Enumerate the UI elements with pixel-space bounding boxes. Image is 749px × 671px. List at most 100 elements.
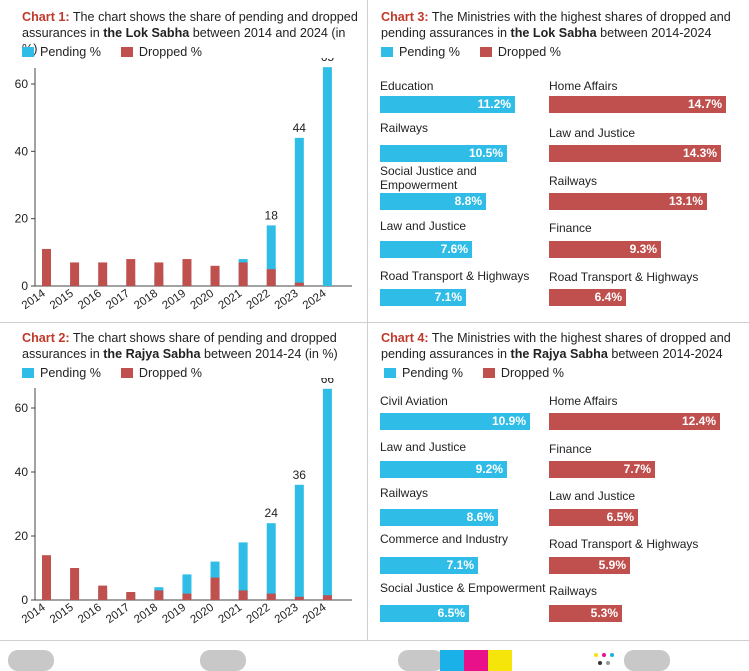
- x-tick-label: 2020: [188, 602, 216, 627]
- pending-bar: 11.2%: [380, 96, 515, 113]
- color-bar: [440, 650, 512, 671]
- x-tick-label: 2017: [104, 288, 132, 313]
- chart2-caption: Chart 2: The chart shows share of pendin…: [22, 331, 338, 361]
- x-tick-label: 2019: [160, 288, 188, 313]
- bar-dropped-2024: [322, 595, 332, 600]
- y-tick-label: 20: [15, 212, 29, 226]
- x-tick-label: 2017: [104, 602, 132, 627]
- legend-dropped-label: Dropped %: [500, 366, 564, 380]
- x-tick-label: 2019: [160, 602, 188, 627]
- data-label-2024: 65: [321, 58, 335, 64]
- bar-dropped-2018: [154, 590, 164, 600]
- bar-dropped-2016: [98, 262, 108, 286]
- bar-dropped-2019: [182, 259, 192, 286]
- data-label-2024: 66: [321, 378, 335, 386]
- pending-ministry-label: Law and Justice: [380, 440, 467, 454]
- x-tick-label: 2024: [301, 287, 329, 312]
- pending-ministry-label: Education: [380, 79, 434, 93]
- y-tick-label: 0: [21, 279, 28, 293]
- dropped-bar: 14.3%: [549, 145, 721, 162]
- pending-bar: 7.1%: [380, 289, 466, 306]
- dropped-ministry-label: Railways: [549, 174, 598, 188]
- dropped-bar: 13.1%: [549, 193, 707, 210]
- dropped-bar: 5.9%: [549, 557, 630, 574]
- pending-bar: 8.6%: [380, 509, 498, 526]
- chart3-legend: Pending % Dropped %: [381, 45, 561, 59]
- x-tick-label: 2016: [76, 288, 104, 313]
- registration-dots: [592, 652, 618, 668]
- chart1-legend: Pending % Dropped %: [22, 45, 202, 59]
- bar-pending-2023: [294, 484, 304, 600]
- legend-pending-label: Pending %: [40, 45, 101, 59]
- chart1-caption: Chart 1: The chart shows the share of pe…: [22, 10, 358, 56]
- dropped-ministry-label: Road Transport & Highways: [549, 537, 699, 551]
- dropped-ministry-label: Home Affairs: [549, 79, 618, 93]
- dropped-bar: 14.7%: [549, 96, 726, 113]
- bar-dropped-2023: [294, 596, 304, 600]
- pending-bar: 9.2%: [380, 461, 507, 478]
- x-tick-label: 2024: [301, 601, 329, 626]
- dropped-ministry-label: Finance: [549, 442, 592, 456]
- pending-ministry-label: Commerce and Industry: [380, 532, 509, 546]
- dropped-bar: 6.4%: [549, 289, 626, 306]
- legend-pending-swatch: [384, 368, 396, 378]
- pending-bar: 10.5%: [380, 145, 507, 162]
- legend-dropped-swatch: [120, 47, 133, 57]
- chart4-caption: Chart 4: The Ministries with the highest…: [381, 331, 731, 361]
- legend-pending-swatch: [22, 47, 34, 57]
- bar-pending-2024: [322, 388, 332, 600]
- y-tick-label: 60: [15, 401, 29, 415]
- bar-pending-2019: [182, 574, 192, 600]
- bar-dropped-2017: [126, 259, 136, 286]
- dropped-bar: 5.3%: [549, 605, 622, 622]
- y-tick-label: 60: [15, 77, 29, 91]
- registration-pill-2: [200, 650, 246, 671]
- registration-pill-1: [8, 650, 54, 671]
- data-label-2023: 36: [293, 468, 307, 482]
- bar-dropped-2015: [70, 262, 80, 286]
- x-tick-label: 2022: [245, 288, 273, 313]
- legend-pending-swatch: [381, 47, 393, 57]
- bar-dropped-2022: [266, 593, 276, 600]
- bar-pending-2022: [266, 225, 276, 286]
- pending-bar: 8.8%: [380, 193, 486, 210]
- bar-dropped-2020: [210, 265, 220, 286]
- bar-dropped-2016: [98, 585, 108, 600]
- dropped-ministry-label: Road Transport & Highways: [549, 270, 699, 284]
- bar-pending-2024: [322, 67, 332, 287]
- pending-ministry-label: Social Justice and Empowerment: [380, 164, 477, 192]
- bottom-divider: [0, 640, 749, 641]
- legend-dropped-swatch: [479, 47, 492, 57]
- pending-ministry-label: Railways: [380, 121, 429, 135]
- legend-dropped-label: Dropped %: [138, 366, 202, 380]
- pending-ministry-label: Road Transport & Highways: [380, 269, 530, 283]
- y-tick-label: 40: [15, 144, 29, 158]
- legend-pending-label: Pending %: [399, 45, 460, 59]
- bar-dropped-2022: [266, 269, 276, 286]
- bar-dropped-2020: [210, 577, 220, 600]
- dropped-bar: 6.5%: [549, 509, 638, 526]
- x-tick-label: 2021: [217, 602, 245, 627]
- legend-pending-label: Pending %: [40, 366, 101, 380]
- registration-pill-3: [398, 650, 444, 671]
- dropped-ministry-label: Law and Justice: [549, 126, 636, 140]
- pending-bar: 10.9%: [380, 413, 530, 430]
- x-tick-label: 2023: [273, 288, 301, 313]
- dropped-ministry-label: Railways: [549, 584, 598, 598]
- dropped-bar: 12.4%: [549, 413, 720, 430]
- pending-bar: 7.1%: [380, 557, 478, 574]
- x-tick-label: 2018: [132, 288, 160, 313]
- legend-dropped-label: Dropped %: [138, 45, 202, 59]
- bar-pending-2021: [238, 542, 248, 600]
- x-tick-label: 2018: [132, 602, 160, 627]
- bar-dropped-2017: [126, 592, 136, 600]
- vertical-divider: [367, 0, 368, 640]
- pending-ministry-label: Law and Justice: [380, 219, 467, 233]
- bar-dropped-2014: [42, 248, 51, 286]
- pending-bar: 6.5%: [380, 605, 469, 622]
- bar-dropped-2014: [42, 555, 51, 600]
- registration-pill-4: [624, 650, 670, 671]
- x-tick-label: 2016: [76, 602, 104, 627]
